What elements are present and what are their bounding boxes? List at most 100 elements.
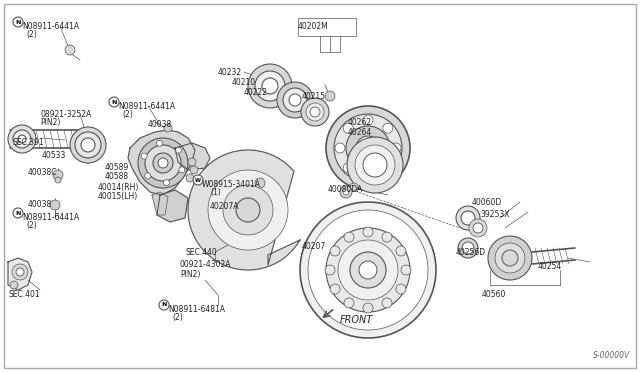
Circle shape [248, 64, 292, 108]
Text: 40256D: 40256D [456, 248, 486, 257]
Circle shape [363, 115, 373, 125]
Text: 40038C: 40038C [28, 168, 58, 177]
Text: (2): (2) [26, 221, 36, 230]
Polygon shape [152, 192, 168, 215]
Text: 40533: 40533 [42, 151, 67, 160]
Circle shape [10, 281, 18, 289]
Text: N: N [161, 302, 166, 308]
Text: SEC.440: SEC.440 [185, 248, 217, 257]
Text: N: N [15, 211, 20, 215]
Circle shape [158, 158, 168, 168]
Circle shape [289, 94, 301, 106]
Circle shape [363, 227, 373, 237]
Circle shape [495, 243, 525, 273]
Circle shape [277, 82, 313, 118]
Text: 08921-3252A: 08921-3252A [40, 110, 92, 119]
Text: 40015(LH): 40015(LH) [98, 192, 138, 201]
Circle shape [343, 163, 353, 173]
Text: 40222: 40222 [244, 88, 268, 97]
Text: 40210: 40210 [232, 78, 256, 87]
Circle shape [382, 298, 392, 308]
Circle shape [283, 88, 307, 112]
Circle shape [153, 153, 173, 173]
Circle shape [157, 140, 163, 146]
Circle shape [301, 98, 329, 126]
Polygon shape [188, 150, 300, 270]
Circle shape [236, 198, 260, 222]
Circle shape [159, 300, 169, 310]
Circle shape [488, 236, 532, 280]
Circle shape [456, 206, 480, 230]
Circle shape [13, 17, 23, 27]
Text: S-00000V: S-00000V [593, 351, 630, 360]
Bar [298, 18, 356, 36]
Text: 40232: 40232 [218, 68, 242, 77]
Circle shape [145, 173, 150, 179]
Text: (1): (1) [210, 188, 221, 197]
Text: N: N [111, 99, 116, 105]
Text: N08911-6481A: N08911-6481A [168, 305, 225, 314]
Circle shape [8, 125, 36, 153]
Circle shape [363, 303, 373, 313]
Text: 40014(RH): 40014(RH) [98, 183, 140, 192]
Text: 40264: 40264 [348, 128, 372, 137]
Polygon shape [128, 130, 195, 195]
Circle shape [502, 250, 518, 266]
Circle shape [145, 145, 181, 181]
Circle shape [12, 264, 28, 280]
Circle shape [53, 170, 63, 180]
Circle shape [70, 127, 106, 163]
Text: 39253X: 39253X [480, 210, 509, 219]
Circle shape [363, 153, 387, 177]
Circle shape [255, 71, 285, 101]
Circle shape [65, 45, 75, 55]
Circle shape [363, 171, 373, 181]
Polygon shape [157, 190, 188, 222]
Text: 00921-4302A: 00921-4302A [180, 260, 232, 269]
Circle shape [186, 174, 194, 182]
Circle shape [164, 124, 172, 132]
Circle shape [81, 138, 95, 152]
Circle shape [401, 265, 411, 275]
Circle shape [343, 189, 349, 195]
Circle shape [55, 177, 61, 183]
Text: SEC.391: SEC.391 [12, 138, 44, 147]
Circle shape [334, 114, 402, 182]
Circle shape [16, 268, 24, 276]
Text: W08915-3401A: W08915-3401A [202, 180, 261, 189]
Text: 40207A: 40207A [210, 202, 239, 211]
Text: 40262: 40262 [348, 118, 372, 127]
Circle shape [326, 106, 410, 190]
Circle shape [350, 183, 358, 191]
Circle shape [344, 298, 354, 308]
Circle shape [188, 158, 196, 166]
Circle shape [462, 242, 474, 254]
Circle shape [473, 223, 483, 233]
Circle shape [383, 163, 393, 173]
Text: (2): (2) [122, 110, 132, 119]
Circle shape [310, 107, 320, 117]
Text: PIN2): PIN2) [40, 118, 60, 127]
Circle shape [109, 97, 119, 107]
Circle shape [458, 238, 478, 258]
Text: (2): (2) [172, 313, 183, 322]
Circle shape [141, 153, 147, 159]
Circle shape [359, 261, 377, 279]
Circle shape [343, 123, 353, 133]
Text: SEC.401: SEC.401 [8, 290, 40, 299]
Text: 40038: 40038 [148, 120, 172, 129]
Text: 40588: 40588 [105, 172, 129, 181]
Circle shape [163, 180, 170, 186]
Circle shape [382, 232, 392, 242]
Circle shape [335, 143, 345, 153]
Circle shape [344, 232, 354, 242]
Circle shape [13, 208, 23, 218]
Circle shape [262, 78, 278, 94]
Circle shape [350, 252, 386, 288]
Circle shape [75, 132, 101, 158]
Text: FRONT: FRONT [340, 315, 373, 325]
Polygon shape [175, 143, 210, 170]
Text: 40560: 40560 [482, 290, 506, 299]
Circle shape [396, 284, 406, 294]
Text: 40038: 40038 [28, 200, 52, 209]
